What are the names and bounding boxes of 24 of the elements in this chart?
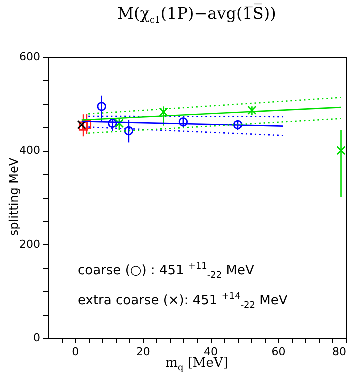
x-tick-label: 0	[72, 346, 80, 358]
x-tick-label: 40	[204, 346, 218, 358]
y-tick-label: 600	[20, 50, 40, 64]
x-axis-title: m$_{q}$ [MeV]	[166, 356, 228, 374]
point	[336, 146, 346, 156]
point	[114, 118, 124, 128]
point	[178, 118, 188, 127]
y-tick-label: 200	[20, 238, 40, 251]
point	[97, 102, 106, 112]
annotation: coarse (○) : 451 $^{+11}$$_{-22}$ MeV	[78, 262, 254, 281]
annotation: extra coarse (×): 451 $^{+14}$$_{-22}$ MeV	[78, 292, 288, 311]
y-tick-label: 400	[20, 144, 40, 158]
point	[159, 108, 168, 117]
chart-title: M(χ$_{c1}$(1P)−avg(1̅S̅))	[116, 4, 278, 26]
x-tick-label: 60	[272, 346, 286, 358]
y-tick-label: 0	[34, 332, 40, 344]
point	[108, 118, 118, 128]
point	[233, 120, 243, 130]
point	[82, 120, 92, 130]
x-tick-label: 20	[136, 346, 150, 358]
point	[124, 126, 134, 136]
x-tick-label: 80	[332, 346, 346, 358]
y-axis-title: splitting MeV	[7, 158, 21, 236]
point	[248, 106, 257, 115]
